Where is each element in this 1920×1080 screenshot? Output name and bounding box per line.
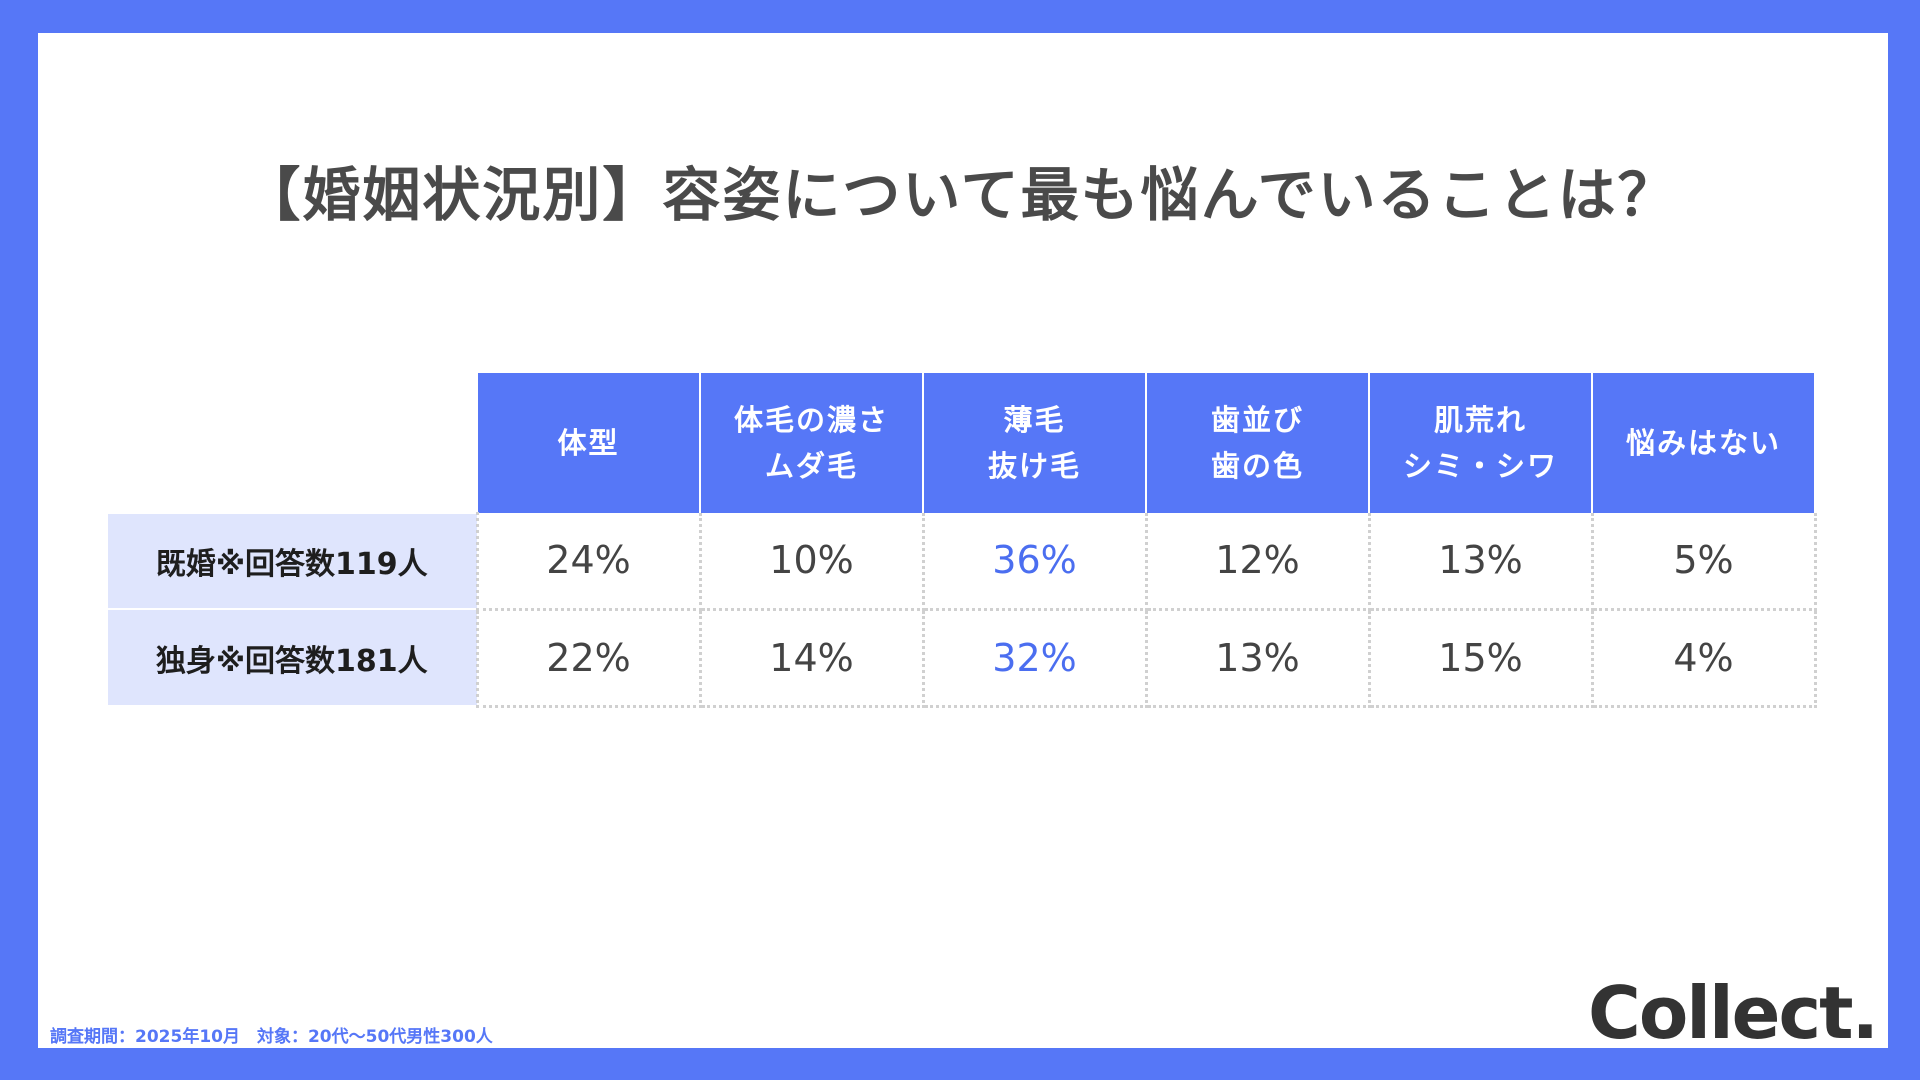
header-row: 体型 体毛の濃さ ムダ毛 薄毛 抜け毛 歯並び 歯の色 肌荒れ シミ・シワ — [108, 373, 1816, 513]
data-cell: 14% — [698, 609, 925, 708]
column-header-line1: 薄毛 — [1003, 403, 1066, 437]
data-cell: 4% — [1590, 609, 1817, 708]
column-header-line2: ムダ毛 — [764, 449, 858, 483]
column-header-body-hair: 体毛の濃さ ムダ毛 — [699, 373, 924, 513]
data-cell-highlight: 32% — [921, 609, 1148, 708]
data-cell: 24% — [475, 513, 702, 611]
table-row-married: 既婚※回答数119人 24% 10% 36% 12% 13% 5% — [108, 512, 1817, 611]
collect-logo: Collect. — [1588, 971, 1879, 1055]
column-header-line1: 体型 — [557, 426, 620, 460]
data-cell: 13% — [1144, 609, 1371, 708]
results-table-wrapper: 体型 体毛の濃さ ムダ毛 薄毛 抜け毛 歯並び 歯の色 肌荒れ シミ・シワ — [108, 373, 1817, 708]
column-header-line2: 歯の色 — [1210, 449, 1304, 483]
column-header-line1: 歯並び — [1210, 403, 1304, 437]
column-header-thinning-hair: 薄毛 抜け毛 — [922, 373, 1147, 513]
data-cell: 12% — [1144, 513, 1371, 611]
column-header-body-shape: 体型 — [476, 373, 701, 513]
column-header-line2: 抜け毛 — [987, 449, 1081, 483]
row-label-single: 独身※回答数181人 — [108, 608, 477, 707]
data-cell: 22% — [475, 609, 702, 708]
survey-footnote: 調査期間：2025年10月 対象：20代〜50代男性300人 — [50, 1027, 493, 1047]
row-label-married: 既婚※回答数119人 — [108, 512, 477, 610]
corner-cell — [108, 373, 477, 513]
results-table: 体型 体毛の濃さ ムダ毛 薄毛 抜け毛 歯並び 歯の色 肌荒れ シミ・シワ — [108, 373, 1817, 708]
column-header-skin: 肌荒れ シミ・シワ — [1368, 373, 1593, 513]
data-cell: 5% — [1590, 513, 1817, 611]
data-cell-highlight: 36% — [921, 513, 1148, 611]
column-header-line1: 体毛の濃さ — [733, 403, 889, 437]
column-header-teeth: 歯並び 歯の色 — [1145, 373, 1370, 513]
column-header-no-worries: 悩みはない — [1591, 373, 1816, 513]
data-cell: 10% — [698, 513, 925, 611]
data-cell: 15% — [1367, 609, 1594, 708]
data-cell: 13% — [1367, 513, 1594, 611]
chart-title: 【婚姻状況別】容姿について最も悩んでいることは？ — [242, 161, 1678, 229]
column-header-line1: 悩みはない — [1625, 426, 1781, 460]
column-header-line2: シミ・シワ — [1402, 449, 1558, 483]
table-row-single: 独身※回答数181人 22% 14% 32% 13% 15% 4% — [108, 608, 1817, 708]
column-header-line1: 肌荒れ — [1433, 403, 1527, 437]
